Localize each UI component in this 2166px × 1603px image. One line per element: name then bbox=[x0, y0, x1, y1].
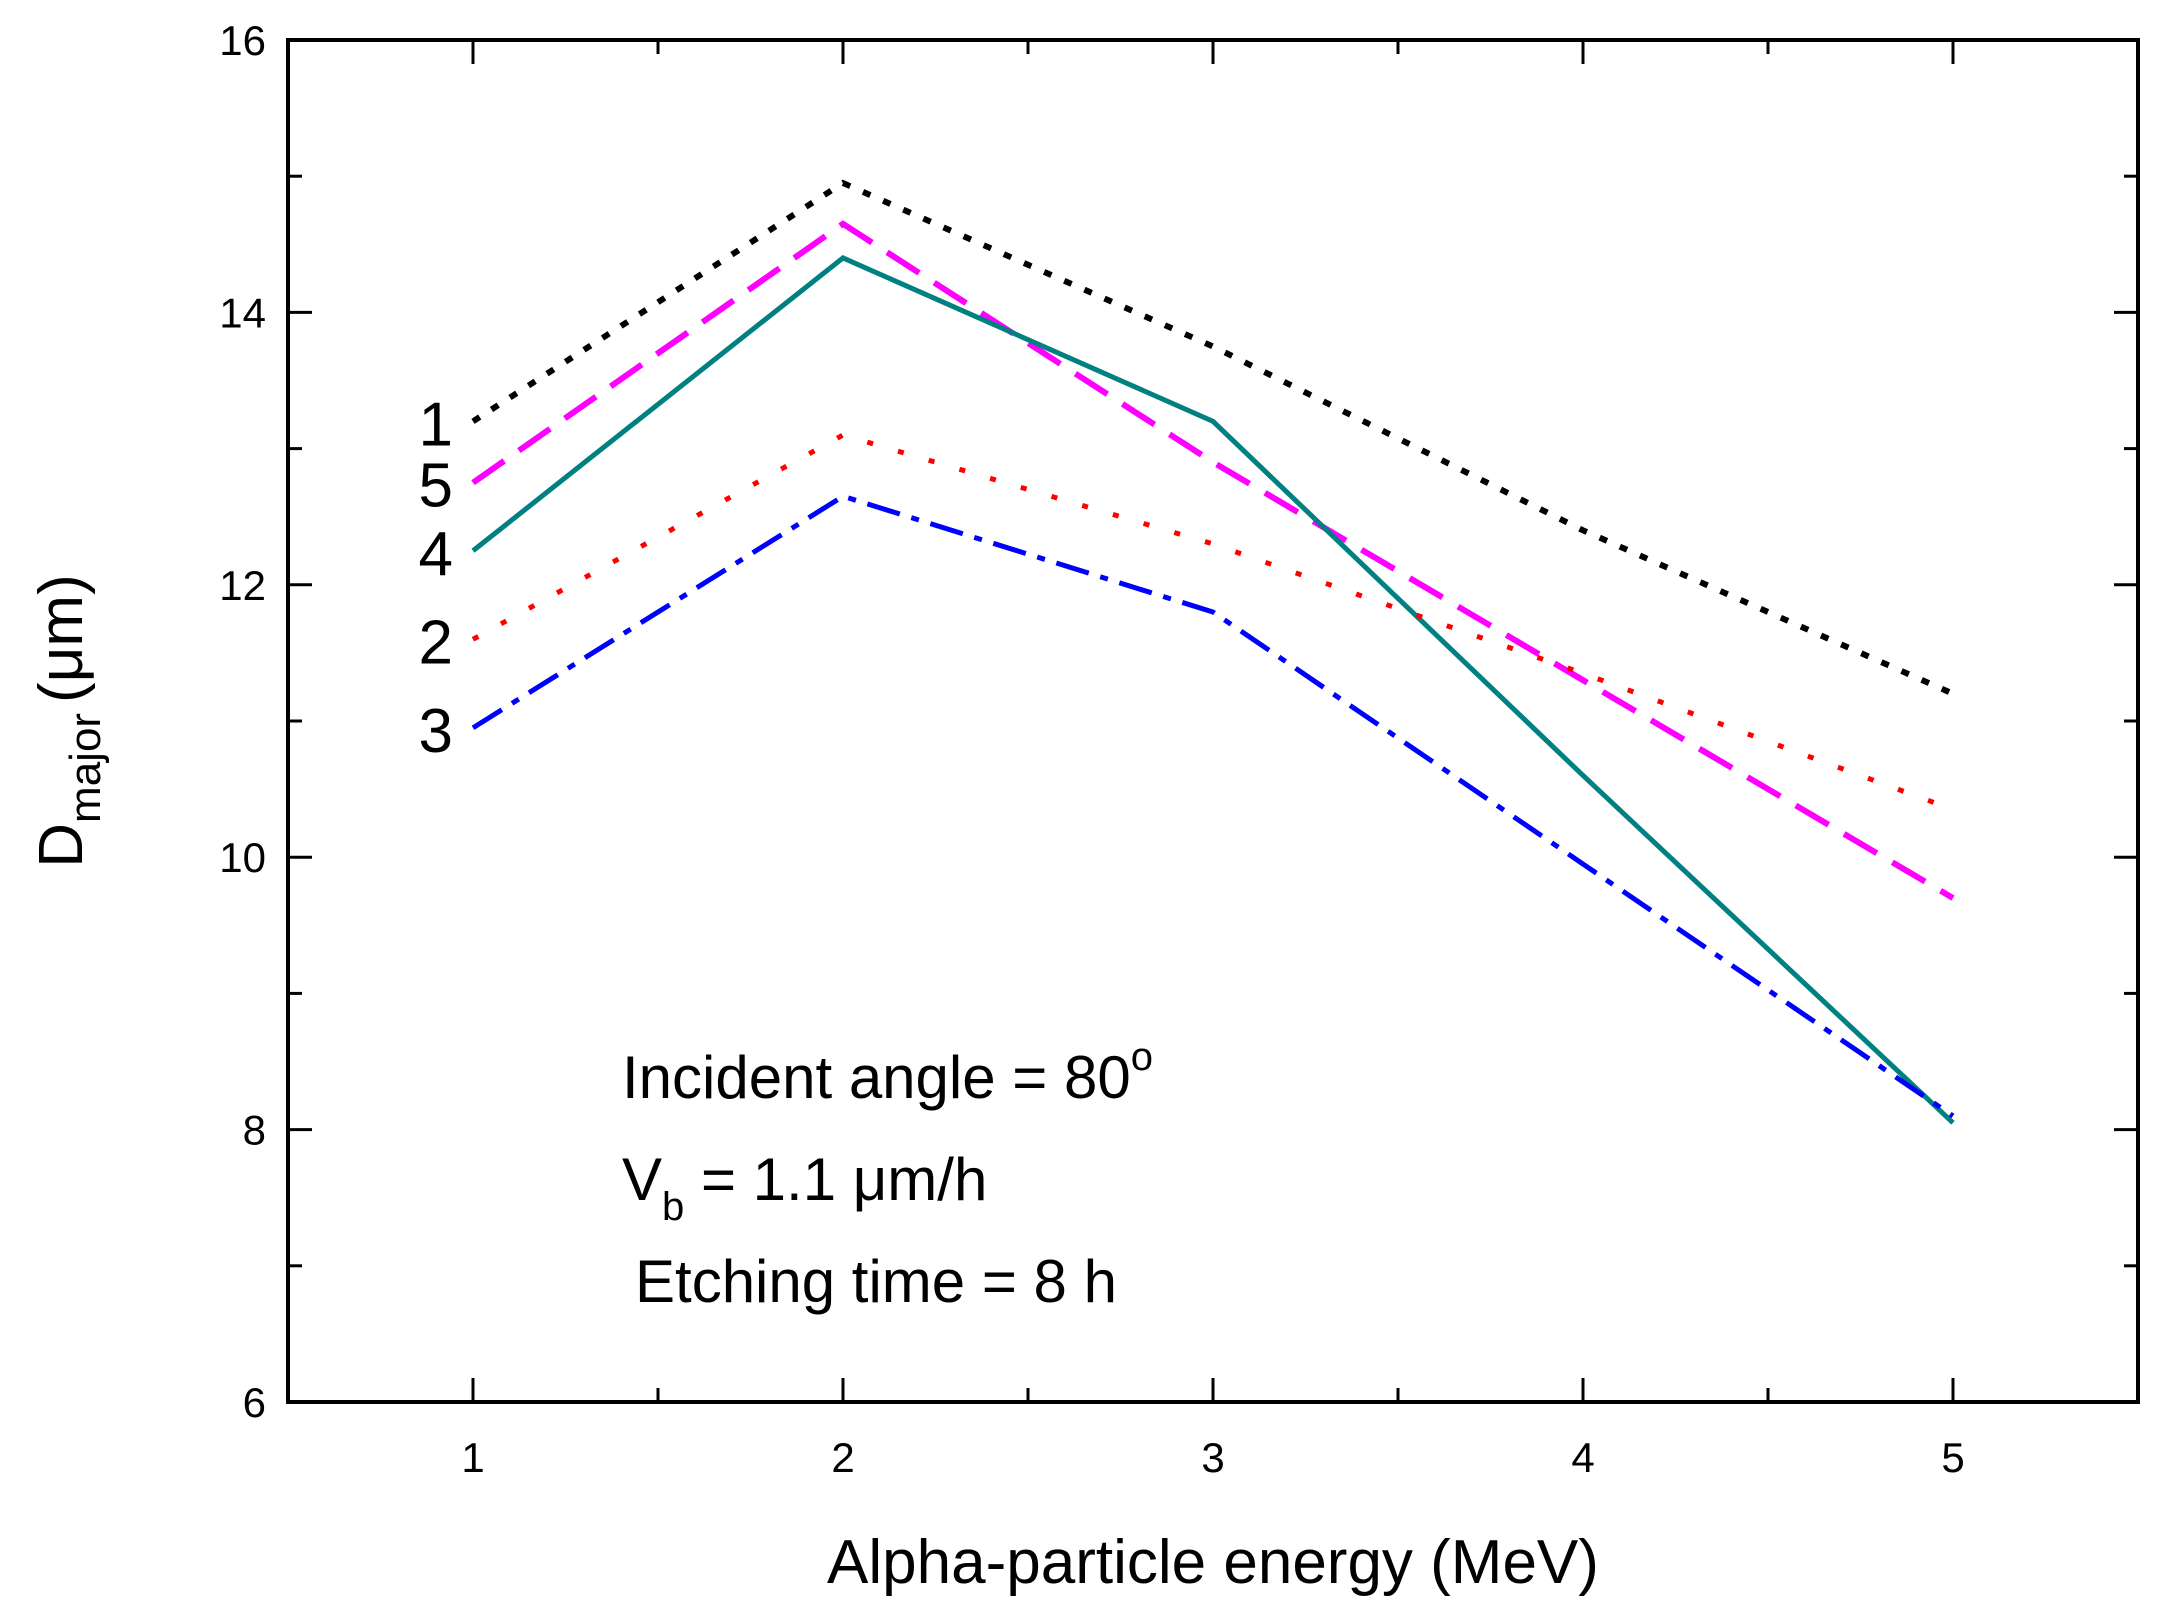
vb-subscript: b bbox=[662, 1185, 684, 1229]
y-tick-label: 6 bbox=[243, 1379, 266, 1426]
series-line-1 bbox=[471, 179, 1955, 697]
y-axis-symbol: D bbox=[27, 823, 96, 868]
series-lines bbox=[471, 179, 1955, 1125]
series-line-5 bbox=[471, 220, 1955, 901]
vb-symbol: V bbox=[622, 1146, 662, 1213]
y-axis-subscript: major bbox=[61, 713, 110, 823]
series-label-3: 3 bbox=[419, 697, 453, 766]
y-tick-label: 16 bbox=[219, 17, 266, 64]
x-tick-label: 1 bbox=[461, 1434, 484, 1481]
y-tick-label: 8 bbox=[243, 1107, 266, 1154]
incident-angle-degree: o bbox=[1131, 1035, 1153, 1079]
annotation-etching-time: Etching time = 8 h bbox=[635, 1248, 1117, 1315]
axis-ticks bbox=[288, 40, 2138, 1402]
y-axis-title: Dmajor (μm) bbox=[27, 574, 110, 867]
series-line-2 bbox=[471, 432, 1954, 812]
annotation-incident-angle: Incident angle = 80o bbox=[622, 1035, 1153, 1111]
x-tick-label: 2 bbox=[831, 1434, 854, 1481]
y-axis-unit: (μm) bbox=[27, 574, 96, 703]
y-tick-label: 10 bbox=[219, 834, 266, 881]
x-tick-label: 5 bbox=[1941, 1434, 1964, 1481]
series-label-2: 2 bbox=[419, 608, 453, 677]
series-line-4 bbox=[471, 255, 1955, 1125]
x-tick-label: 3 bbox=[1201, 1434, 1224, 1481]
x-tick-label: 4 bbox=[1571, 1434, 1594, 1481]
series-line-3 bbox=[471, 493, 1955, 1119]
vb-value: = 1.1 μm/h bbox=[684, 1146, 987, 1213]
series-label-4: 4 bbox=[419, 520, 453, 589]
series-label-1: 1 bbox=[419, 390, 453, 459]
annotation-vb: Vb = 1.1 μm/h bbox=[622, 1146, 987, 1229]
incident-angle-text: Incident angle = 80 bbox=[622, 1044, 1131, 1111]
plot-frame bbox=[286, 38, 2140, 1404]
y-tick-label: 12 bbox=[219, 562, 266, 609]
series-labels: 154 2 3 bbox=[419, 390, 453, 765]
series-label-5: 5 bbox=[419, 452, 453, 521]
x-axis-title: Alpha-particle energy (MeV) bbox=[827, 1528, 1599, 1597]
y-tick-label: 14 bbox=[219, 289, 266, 336]
